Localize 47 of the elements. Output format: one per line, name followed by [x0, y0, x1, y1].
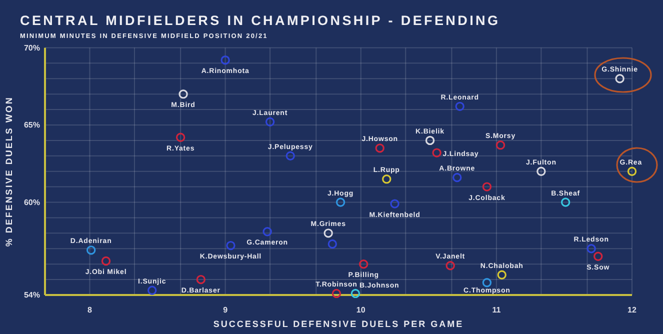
- point: [432, 148, 442, 158]
- y-tick-label: 65%: [24, 120, 40, 130]
- point: [497, 270, 506, 280]
- point: [226, 240, 236, 250]
- point: [262, 227, 272, 236]
- point: [455, 102, 464, 112]
- point: [358, 259, 368, 269]
- point: [196, 274, 206, 284]
- x-tick-label: 8: [88, 306, 93, 315]
- y-tick-label: 70%: [24, 43, 40, 52]
- point: [586, 244, 596, 254]
- point: [147, 286, 157, 295]
- point: [482, 278, 492, 288]
- point: [390, 199, 400, 208]
- point: [615, 74, 624, 84]
- point: [286, 151, 295, 160]
- point: [594, 252, 603, 261]
- point: [482, 182, 492, 192]
- point: [560, 198, 570, 207]
- point: [86, 246, 96, 255]
- y-axis-title: % DEFENSIVE DUELS WON: [4, 96, 14, 247]
- x-tick-label: 9: [223, 306, 228, 315]
- chart-title: CENTRAL MIDFIELDERS IN CHAMPIONSHIP - DEFENDING: [20, 13, 500, 28]
- point: [178, 89, 188, 99]
- point: [265, 117, 275, 126]
- x-axis-title: SUCCESSFUL DEFENSIVE DUELS PER GAME: [213, 319, 464, 329]
- point: [220, 55, 230, 65]
- point: [176, 132, 186, 142]
- x-tick-label: 12: [628, 306, 637, 315]
- point: [452, 172, 462, 182]
- y-tick-label: 60%: [24, 198, 40, 207]
- x-tick-label: 10: [356, 306, 366, 315]
- point: [425, 136, 435, 146]
- point: [101, 256, 111, 266]
- point: [627, 166, 637, 176]
- point: [536, 166, 546, 176]
- point: [382, 174, 392, 184]
- point: [328, 239, 337, 249]
- y-tick-label: 54%: [24, 290, 40, 300]
- point: [350, 288, 360, 298]
- point: [324, 228, 333, 238]
- point: [336, 198, 346, 207]
- point: [446, 261, 455, 270]
- point: [496, 140, 506, 150]
- point: [332, 288, 342, 298]
- x-tick-label: 11: [492, 306, 502, 315]
- point: [375, 144, 384, 153]
